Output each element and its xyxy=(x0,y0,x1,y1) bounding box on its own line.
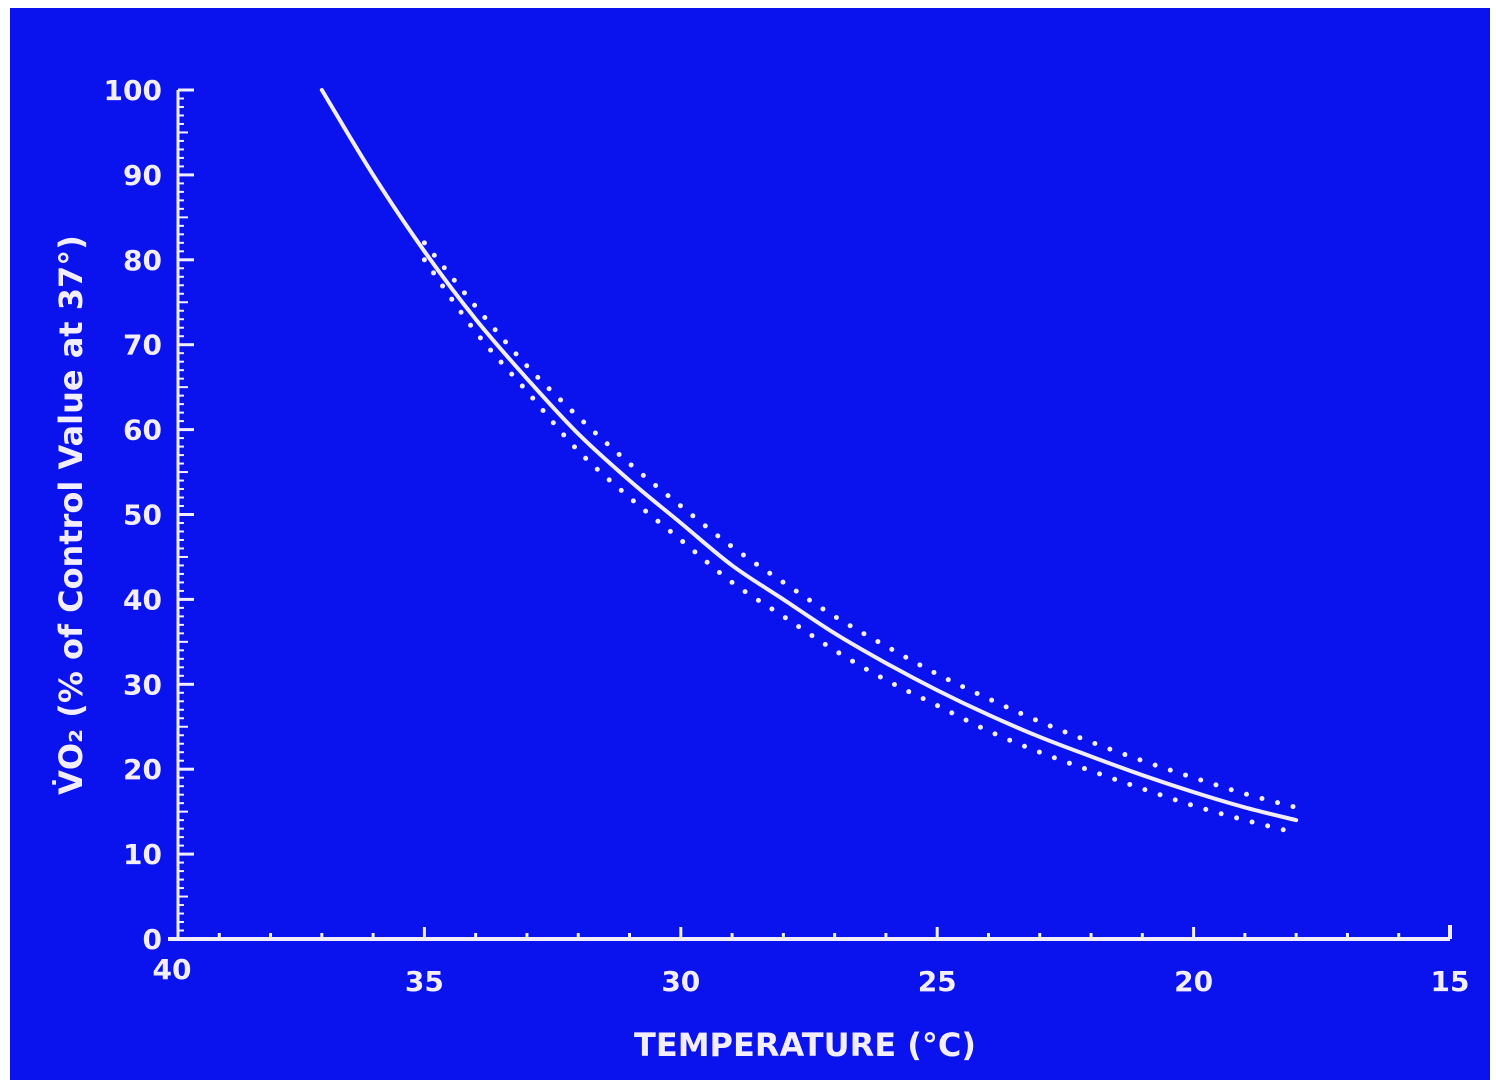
x-tick-label: 35 xyxy=(405,965,444,998)
x-tick-label: 40 xyxy=(153,953,192,986)
minor-ticks xyxy=(178,97,1401,939)
mean-curve xyxy=(319,88,1299,823)
upper-confidence-curve xyxy=(421,240,1299,810)
lower-confidence-curve xyxy=(421,257,1299,836)
y-tick-label: 90 xyxy=(123,159,162,192)
y-tick-label: 70 xyxy=(123,329,162,362)
chart-background xyxy=(10,8,1490,1080)
x-tick-label: 30 xyxy=(661,965,700,998)
y-tick-label: 40 xyxy=(123,583,162,616)
x-tick-label: 20 xyxy=(1174,965,1213,998)
y-tick-label: 80 xyxy=(123,244,162,277)
series-layer xyxy=(319,88,1299,836)
y-tick-label: 50 xyxy=(123,499,162,532)
y-tick-label: 20 xyxy=(123,753,162,786)
y-axis-title: V̇O₂ (% of Control Value at 37°) xyxy=(52,235,90,795)
x-axis-title: TEMPERATURE (°C) xyxy=(634,1026,976,1064)
y-tick-label: 30 xyxy=(123,668,162,701)
y-tick-label: 10 xyxy=(123,838,162,871)
y-tick-label: 100 xyxy=(104,74,162,107)
axes xyxy=(168,88,1452,941)
x-tick-label: 25 xyxy=(918,965,957,998)
x-tick-label: 15 xyxy=(1431,965,1470,998)
y-tick-label: 0 xyxy=(143,923,162,956)
y-tick-label: 60 xyxy=(123,414,162,447)
tick-labels: 0 10 20 30 40 50 60 70 80 90 100 40 35 30 25 20 15 xyxy=(104,74,1470,998)
